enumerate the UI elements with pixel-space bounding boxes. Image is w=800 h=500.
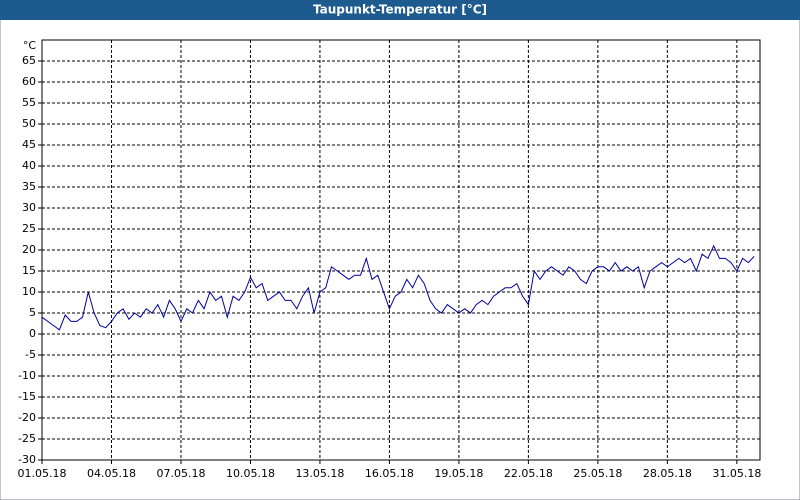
x-tick-label: 19.05.18 (434, 467, 483, 480)
y-tick-label: -30 (18, 453, 36, 466)
title-bar (0, 0, 800, 20)
x-tick-label: 01.05.18 (18, 467, 67, 480)
y-tick-label: 40 (22, 159, 36, 172)
y-tick-label: 20 (22, 243, 36, 256)
x-tick-label: 07.05.18 (156, 467, 205, 480)
x-tick-label: 16.05.18 (365, 467, 414, 480)
x-tick-label: 04.05.18 (87, 467, 136, 480)
y-tick-label: -20 (18, 411, 36, 424)
x-tick-label: 22.05.18 (504, 467, 553, 480)
x-tick-label: 28.05.18 (643, 467, 692, 480)
y-tick-label: -25 (18, 432, 36, 445)
y-tick-label: 25 (22, 222, 36, 235)
y-tick-label: 35 (22, 180, 36, 193)
y-tick-label: 65 (22, 54, 36, 67)
y-tick-label: 45 (22, 138, 36, 151)
y-tick-label: 0 (29, 327, 36, 340)
plot-area (41, 39, 761, 461)
y-tick-label: -5 (25, 348, 36, 361)
y-unit: °C (23, 39, 37, 52)
y-tick-label: 15 (22, 264, 36, 277)
x-tick-label: 25.05.18 (573, 467, 622, 480)
y-tick-label: 30 (22, 201, 36, 214)
y-tick-label: 55 (22, 96, 36, 109)
x-tick-label: 31.05.18 (712, 467, 761, 480)
x-tick-label: 10.05.18 (226, 467, 275, 480)
y-tick-label: -10 (18, 369, 36, 382)
chart-title: Taupunkt-Temperatur [°C] (313, 3, 487, 17)
y-tick-label: -15 (18, 390, 36, 403)
y-tick-label: 60 (22, 75, 36, 88)
y-tick-label: 10 (22, 285, 36, 298)
data-line (41, 244, 755, 331)
y-tick-label: 5 (29, 306, 36, 319)
y-tick-label: 50 (22, 117, 36, 130)
x-tick-label: 13.05.18 (295, 467, 344, 480)
